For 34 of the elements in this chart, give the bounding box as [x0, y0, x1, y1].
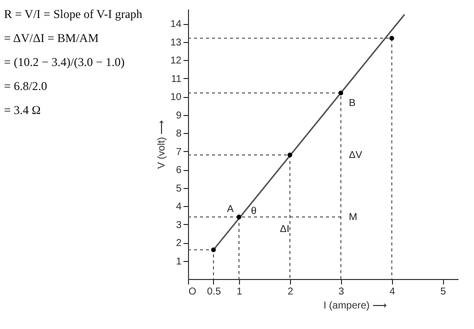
x-tick-label: 4	[389, 286, 396, 298]
y-tick-label: 4	[176, 202, 182, 213]
x-tick-label: 2	[288, 286, 294, 298]
y-tick-label: 10	[170, 92, 182, 104]
annotation: B	[348, 98, 356, 109]
text: = ΔV/ΔI = BM/AM	[4, 30, 100, 47]
y-tick-label: 6	[176, 165, 182, 176]
text: = 3.4 Ω	[4, 102, 42, 119]
x-tick-label: 1	[236, 286, 243, 298]
y-tick-label: 12	[170, 56, 182, 67]
y-tick-label: 8	[176, 128, 182, 140]
y-tick-label: 1	[176, 256, 182, 268]
annotation: ΔI	[280, 224, 290, 235]
x-tick-label: 3	[338, 286, 345, 298]
x-tick-label: 5	[440, 286, 446, 298]
y-tick-label: 14	[170, 19, 182, 30]
y-axis-title: V (volt) ⟶	[156, 120, 168, 169]
y-tick-label: 9	[176, 110, 182, 122]
y-tick-label: 3	[176, 220, 182, 231]
annotation: A	[226, 204, 234, 215]
text: = (10.2 − 3.4)/(3.0 − 1.0)	[4, 54, 126, 71]
y-tick-label: 2	[176, 238, 182, 250]
annotation: M	[348, 212, 358, 223]
y-tick-label: 5	[176, 183, 182, 194]
text: R = V/I = Slope of V-I graph	[4, 6, 144, 23]
x-tick-label: O	[188, 286, 196, 298]
y-tick-label: 13	[170, 37, 182, 48]
x-axis-title: I (ampere) ⟶	[324, 300, 386, 312]
x-tick-label: 0.5	[207, 286, 222, 298]
text: = 6.8/2.0	[4, 78, 48, 95]
annotation: θ	[250, 206, 257, 217]
y-tick-label: 11	[171, 74, 182, 85]
annotation: ΔV	[348, 150, 363, 161]
y-tick-label: 7	[176, 146, 182, 158]
